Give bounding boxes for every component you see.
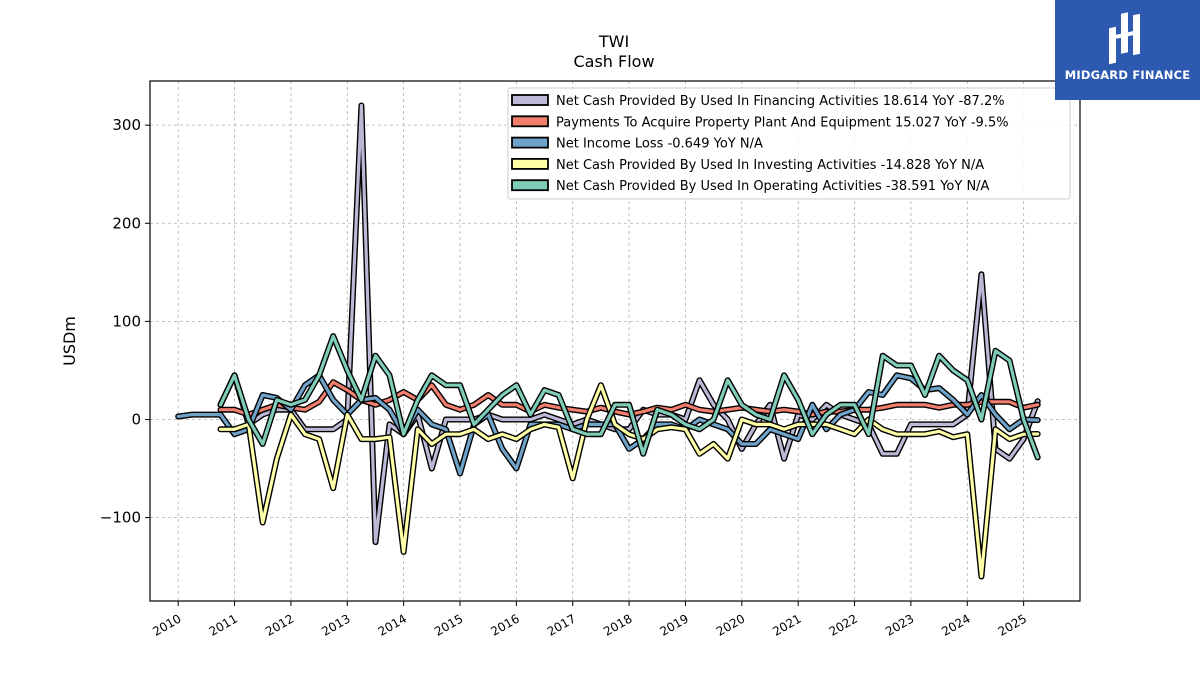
x-tick-label: 2020 bbox=[714, 611, 747, 638]
legend-label: Net Income Loss -0.649 YoY N/A bbox=[556, 137, 763, 152]
x-tick-label: 2015 bbox=[432, 611, 465, 638]
series-line bbox=[218, 334, 1040, 459]
x-tick-label: 2016 bbox=[488, 611, 521, 638]
legend-entry: Payments To Acquire Property Plant And E… bbox=[511, 115, 1009, 130]
legend-label: Payments To Acquire Property Plant And E… bbox=[556, 115, 1009, 130]
series-1 bbox=[217, 102, 1041, 546]
legend-label: Net Cash Provided By Used In Financing A… bbox=[556, 94, 1005, 109]
y-tick-label: −100 bbox=[100, 509, 141, 527]
midgard-logo-icon bbox=[1109, 12, 1140, 65]
legend-swatch bbox=[511, 115, 549, 128]
legend-label: Net Cash Provided By Used In Investing A… bbox=[556, 158, 984, 173]
legend-swatch bbox=[511, 136, 549, 149]
legend-entry: Net Cash Provided By Used In Investing A… bbox=[511, 157, 984, 173]
x-tick-label: 2025 bbox=[996, 611, 1029, 638]
midgard-finance-logo: MIDGARD FINANCE bbox=[1055, 0, 1200, 100]
y-tick-label: 100 bbox=[112, 312, 141, 330]
x-tick-label: 2010 bbox=[150, 611, 183, 638]
chart-subtitle: Cash Flow bbox=[573, 52, 654, 71]
legend-label: Net Cash Provided By Used In Operating A… bbox=[556, 179, 990, 194]
series-line bbox=[218, 383, 1040, 579]
y-tick-label: 300 bbox=[112, 116, 141, 134]
chart-title: TWI bbox=[598, 32, 629, 51]
y-axis-ticks: −100 0 100 200 300 bbox=[100, 116, 150, 527]
legend-swatch bbox=[511, 179, 549, 192]
legend-entry: Net Income Loss -0.649 YoY N/A bbox=[511, 136, 763, 152]
x-tick-label: 2014 bbox=[376, 611, 409, 638]
series-line bbox=[218, 103, 1040, 544]
legend: Net Cash Provided By Used In Financing A… bbox=[507, 87, 1071, 200]
x-tick-label: 2013 bbox=[319, 611, 352, 638]
x-tick-label: 2022 bbox=[827, 611, 860, 638]
legend-swatch bbox=[511, 157, 549, 170]
y-axis-label: USDm bbox=[60, 316, 79, 366]
series-lines bbox=[175, 102, 1041, 580]
y-tick-label: 200 bbox=[112, 214, 141, 232]
series-4 bbox=[217, 382, 1041, 580]
legend-entry: Net Cash Provided By Used In Operating A… bbox=[511, 179, 990, 194]
x-tick-label: 2019 bbox=[658, 611, 691, 638]
x-tick-label: 2018 bbox=[601, 611, 634, 638]
logo-text: MIDGARD FINANCE bbox=[1064, 68, 1191, 82]
x-axis-ticks: 2010 2011 2012 2013 2014 2015 2016 2017 2018 2019… bbox=[150, 601, 1029, 639]
x-tick-label: 2023 bbox=[883, 611, 916, 638]
x-tick-label: 2011 bbox=[207, 611, 240, 638]
legend-box bbox=[507, 87, 1071, 200]
axes-frame bbox=[149, 80, 1081, 602]
x-tick-label: 2017 bbox=[545, 611, 578, 638]
legend-entry: Net Cash Provided By Used In Financing A… bbox=[511, 94, 1005, 109]
x-tick-label: 2021 bbox=[770, 611, 803, 638]
y-tick-label: 0 bbox=[131, 410, 141, 428]
x-tick-label: 2024 bbox=[939, 611, 972, 638]
legend-swatch bbox=[511, 94, 549, 106]
x-tick-label: 2012 bbox=[263, 611, 296, 638]
series-5 bbox=[217, 333, 1041, 461]
